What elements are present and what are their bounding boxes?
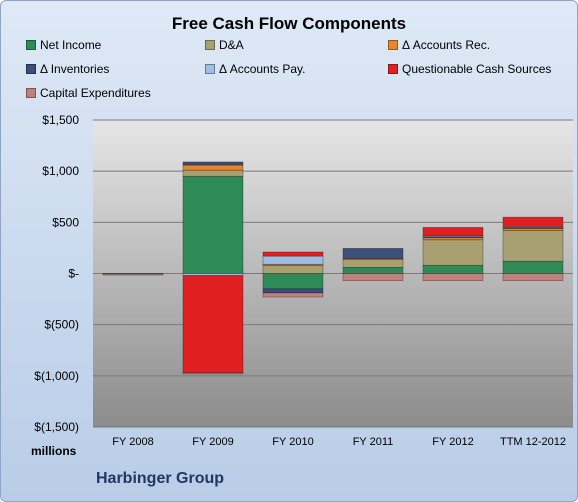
bar-segment	[182, 169, 244, 177]
bar-segment	[422, 227, 484, 237]
legend-swatch	[26, 64, 36, 74]
x-tick-label: FY 2010	[272, 436, 313, 448]
legend-swatch	[205, 64, 215, 74]
bar-segment	[502, 230, 564, 262]
units-label: millions	[31, 444, 77, 458]
bar-segment	[182, 372, 244, 375]
bar-segment	[102, 273, 164, 276]
bar-segment	[422, 273, 484, 282]
y-tick-label: $1,500	[42, 113, 79, 127]
chart-title: Free Cash Flow Components	[171, 14, 407, 33]
legend-label: D&A	[219, 38, 244, 52]
bar-segment	[262, 292, 324, 298]
bar-segment	[342, 258, 404, 268]
y-tick-label: $(1,500)	[34, 420, 79, 434]
company-name: Harbinger Group	[96, 470, 225, 487]
legend-item: Δ Accounts Rec.	[388, 38, 490, 52]
y-tick-label: $-	[68, 267, 79, 281]
legend-swatch	[388, 40, 398, 50]
legend-item: Questionable Cash Sources	[388, 62, 551, 76]
y-tick-label: $(1,000)	[34, 369, 79, 383]
legend-label: Δ Accounts Rec.	[402, 38, 491, 52]
legend-item: Δ Inventories	[26, 62, 109, 76]
legend-label: Capital Expenditures	[40, 86, 151, 100]
legend-item: D&A	[205, 38, 244, 52]
x-tick-label: FY 2009	[192, 436, 233, 448]
y-tick-label: $(500)	[44, 318, 79, 332]
bar-segment	[262, 264, 324, 274]
y-tick-label: $500	[52, 215, 79, 229]
bar-segment	[262, 288, 324, 294]
bar-segment	[502, 216, 564, 227]
bar-segment	[422, 235, 484, 238]
x-tick-label: FY 2011	[353, 436, 394, 448]
bar-segment	[182, 275, 244, 374]
bar-segment	[342, 266, 404, 274]
x-tick-label: FY 2008	[112, 436, 153, 448]
bar-segment	[342, 248, 404, 260]
bar-segment	[262, 251, 324, 257]
bar-segment	[502, 260, 564, 274]
legend-item: Δ Accounts Pay.	[205, 62, 306, 76]
legend-label: Δ Inventories	[40, 62, 110, 76]
bar-segment	[422, 239, 484, 266]
bar-segment	[502, 273, 564, 282]
legend-swatch	[26, 88, 36, 98]
bar-segment	[262, 273, 324, 290]
legend-swatch	[388, 64, 398, 74]
legend-item: Capital Expenditures	[26, 86, 151, 100]
legend-label: Questionable Cash Sources	[402, 62, 552, 76]
bar-segment	[182, 161, 244, 166]
bar-segment	[422, 264, 484, 274]
bar-segment	[182, 175, 244, 274]
bar-segment	[342, 273, 404, 282]
legend-swatch	[26, 40, 36, 50]
bar-segment	[262, 255, 324, 265]
x-tick-label: FY 2012	[432, 436, 473, 448]
legend-label: Net Income	[40, 38, 102, 52]
legend-swatch	[205, 40, 215, 50]
y-tick-label: $1,000	[42, 164, 79, 178]
legend-label: Δ Accounts Pay.	[219, 62, 306, 76]
legend-item: Net Income	[26, 38, 101, 52]
x-tick-label: TTM 12-2012	[500, 436, 566, 448]
bar-segment	[182, 164, 244, 171]
